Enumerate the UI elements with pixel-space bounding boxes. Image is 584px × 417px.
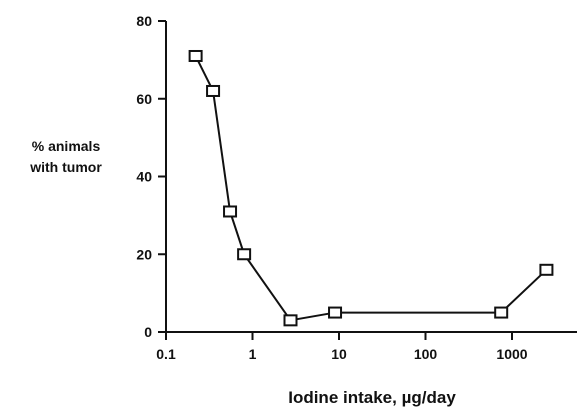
x-tick-label: 1000: [496, 346, 527, 362]
data-point-marker: [283, 314, 298, 327]
data-point-marker: [223, 205, 238, 218]
x-tick-label: 1: [249, 346, 257, 362]
data-point-marker: [539, 263, 554, 276]
y-tick-label: 0: [144, 324, 152, 340]
x-axis-label: Iodine intake, µg/day: [288, 388, 456, 407]
axes: [165, 21, 577, 333]
data-point-marker: [328, 306, 343, 319]
series: [188, 49, 554, 327]
series-line: [194, 55, 548, 322]
data-point-marker: [494, 306, 509, 319]
y-axis-label-line-2: with tumor: [29, 159, 102, 175]
y-tick-label: 40: [136, 169, 152, 185]
x-tick-label: 10: [331, 346, 347, 362]
x-tick-label: 100: [414, 346, 438, 362]
data-point-marker: [188, 49, 203, 62]
y-ticks: 0 20 40 60 80: [136, 13, 166, 340]
y-axis-label-line-1: % animals: [32, 138, 101, 154]
y-tick-label: 20: [136, 246, 152, 262]
x-tick-label: 0.1: [156, 346, 176, 362]
data-point-marker: [206, 84, 221, 97]
data-point-marker: [237, 248, 252, 261]
y-tick-label: 80: [136, 13, 152, 29]
y-tick-label: 60: [136, 91, 152, 107]
x-ticks: 0.1 1 10 100 1000: [156, 332, 528, 362]
